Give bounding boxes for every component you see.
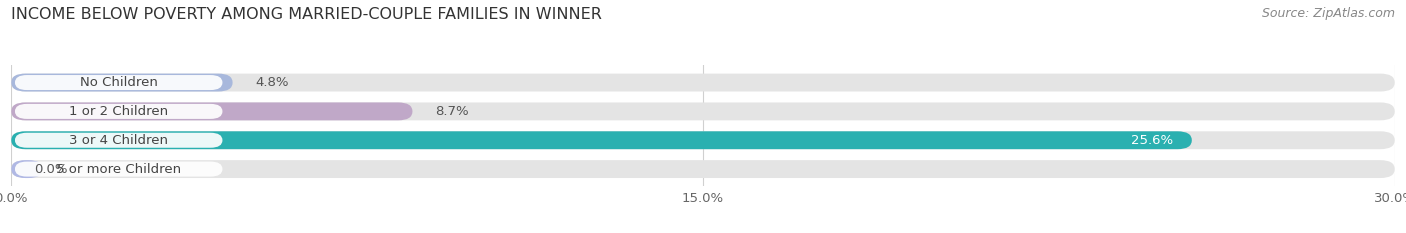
FancyBboxPatch shape (11, 160, 1395, 178)
Text: No Children: No Children (80, 76, 157, 89)
Text: INCOME BELOW POVERTY AMONG MARRIED-COUPLE FAMILIES IN WINNER: INCOME BELOW POVERTY AMONG MARRIED-COUPL… (11, 7, 602, 22)
Text: 3 or 4 Children: 3 or 4 Children (69, 134, 169, 147)
Text: Source: ZipAtlas.com: Source: ZipAtlas.com (1261, 7, 1395, 20)
FancyBboxPatch shape (15, 162, 222, 177)
Text: 25.6%: 25.6% (1132, 134, 1174, 147)
FancyBboxPatch shape (11, 131, 1395, 149)
FancyBboxPatch shape (15, 104, 222, 119)
Text: 0.0%: 0.0% (34, 163, 67, 176)
FancyBboxPatch shape (15, 75, 222, 90)
FancyBboxPatch shape (11, 131, 1192, 149)
FancyBboxPatch shape (11, 160, 42, 178)
FancyBboxPatch shape (11, 74, 232, 92)
Text: 4.8%: 4.8% (256, 76, 290, 89)
FancyBboxPatch shape (15, 133, 222, 148)
FancyBboxPatch shape (11, 74, 1395, 92)
Text: 1 or 2 Children: 1 or 2 Children (69, 105, 169, 118)
Text: 8.7%: 8.7% (436, 105, 470, 118)
FancyBboxPatch shape (11, 103, 412, 120)
FancyBboxPatch shape (11, 103, 1395, 120)
Text: 5 or more Children: 5 or more Children (56, 163, 181, 176)
